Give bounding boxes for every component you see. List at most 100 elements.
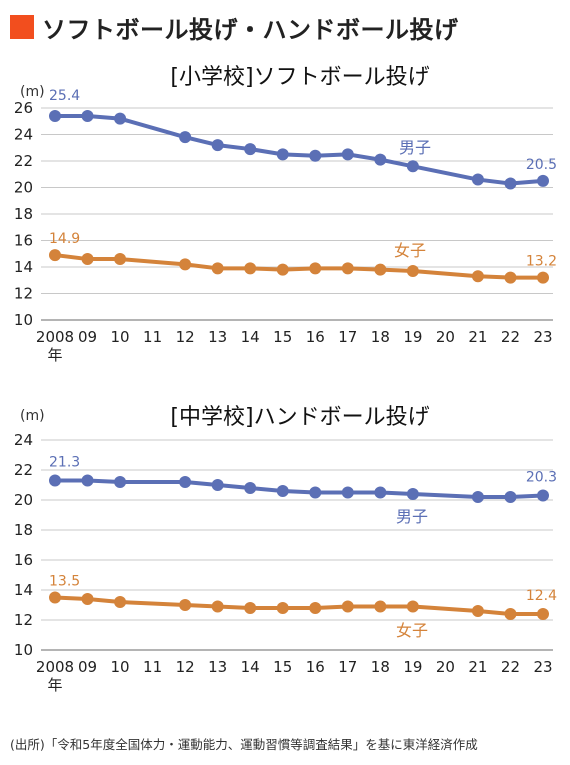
data-point	[179, 258, 192, 271]
y-tick-label: 22	[14, 461, 33, 479]
data-label-start: 14.9	[49, 231, 80, 247]
data-point	[406, 600, 419, 613]
y-tick-label: 10	[14, 311, 33, 329]
title-accent-square	[10, 15, 34, 39]
x-tick-label: 19	[403, 328, 422, 346]
data-point	[341, 262, 354, 275]
y-tick-label: 18	[14, 521, 33, 539]
unit-label: (m)	[20, 84, 45, 100]
data-point	[309, 486, 322, 499]
x-tick-label: 2008	[36, 328, 74, 346]
data-point	[244, 143, 257, 156]
data-point	[81, 593, 94, 605]
data-point	[49, 474, 61, 487]
series-female: 13.5 12.4 女子	[49, 574, 557, 640]
series-name-label: 男子	[396, 507, 428, 526]
data-point	[276, 602, 289, 614]
data-point	[471, 270, 484, 283]
data-point	[276, 263, 289, 276]
data-point	[309, 602, 322, 614]
data-point	[244, 602, 257, 614]
y-tick-label: 14	[14, 581, 33, 599]
data-label-start: 21.3	[49, 455, 80, 471]
x-tick-label: 16	[306, 658, 325, 676]
data-point	[309, 262, 322, 275]
series-female: 14.9 13.2 女子	[49, 231, 557, 284]
series-line	[55, 113, 544, 186]
data-point	[179, 476, 192, 488]
data-point	[537, 271, 549, 284]
y-tick-label: 20	[14, 491, 33, 509]
data-point	[81, 474, 94, 487]
x-tick-label: 20	[436, 658, 455, 676]
data-point	[374, 600, 387, 613]
data-point	[504, 491, 517, 503]
x-tick-label: 13	[208, 658, 227, 676]
data-point	[211, 262, 224, 275]
x-tick-label: 17	[338, 328, 357, 346]
data-point	[244, 262, 257, 275]
data-point	[49, 591, 61, 604]
x-tick-label: 14	[241, 658, 260, 676]
data-point	[537, 608, 549, 620]
y-tick-label: 12	[14, 285, 33, 303]
series-male: 25.4 20.5 男子	[49, 88, 557, 190]
chart-title: [小学校]ソフトボール投げ	[170, 65, 429, 90]
data-point	[244, 482, 257, 494]
data-point	[114, 596, 127, 608]
data-point	[114, 476, 127, 488]
data-point	[276, 148, 289, 161]
x-tick-label: 11	[143, 328, 162, 346]
x-tick-label: 16	[306, 328, 325, 346]
x-tick-label: 21	[468, 328, 487, 346]
data-point	[406, 160, 419, 173]
x-tick-label: 11	[143, 658, 162, 676]
data-point	[276, 485, 289, 497]
y-tick-label: 20	[14, 179, 33, 197]
y-tick-label: 12	[14, 611, 33, 629]
data-label-end: 12.4	[526, 588, 557, 604]
data-label-end: 13.2	[526, 254, 557, 270]
data-point	[309, 149, 322, 162]
x-tick-label: 23	[533, 658, 552, 676]
data-point	[471, 605, 484, 617]
data-point	[341, 600, 354, 613]
data-point	[211, 139, 224, 152]
x-tick-label: 22	[501, 658, 520, 676]
x-tick-label: 18	[371, 328, 390, 346]
data-point	[211, 600, 224, 613]
series-line	[55, 478, 544, 499]
data-point	[374, 153, 387, 166]
data-label-start: 25.4	[49, 88, 80, 104]
title-bar: ソフトボール投げ・ハンドボール投げ	[10, 12, 459, 44]
data-point	[374, 486, 387, 499]
x-tick-label: 20	[436, 328, 455, 346]
chart-1: [小学校]ソフトボール投げ (m) 10 12 14 16 18 20 22 24 26 2008 09…	[14, 65, 557, 364]
chart-2: [中学校]ハンドボール投げ (m) 10 12 14 16 18 20 22 24 2008 09 10…	[14, 405, 557, 694]
unit-label: (m)	[20, 408, 45, 424]
x-tick-label: 12	[176, 658, 195, 676]
x-tick-label: 19	[403, 658, 422, 676]
y-tick-label: 16	[14, 232, 33, 250]
y-tick-label: 24	[14, 431, 33, 449]
data-point	[81, 109, 94, 122]
series-name-label: 女子	[396, 621, 428, 640]
data-label-start: 13.5	[49, 574, 80, 590]
x-tick-label: 2008	[36, 658, 74, 676]
x-tick-label: 23	[533, 328, 552, 346]
x-tick-label: 12	[176, 328, 195, 346]
source-note: (出所)「令和5年度全国体力・運動能力、運動習慣等調査結果」を基に東洋経済作成	[10, 737, 478, 752]
x-tick-label: 15	[273, 658, 292, 676]
data-point	[537, 489, 549, 502]
data-point	[114, 112, 127, 125]
data-point	[504, 608, 517, 620]
x-tick-label: 18	[371, 658, 390, 676]
x-tick-label: 09	[78, 328, 97, 346]
data-label-end: 20.5	[526, 157, 557, 173]
data-point	[49, 109, 61, 122]
data-point	[114, 253, 127, 266]
y-tick-label: 24	[14, 126, 33, 144]
data-point	[81, 253, 94, 266]
x-year-suffix: 年	[47, 346, 62, 364]
